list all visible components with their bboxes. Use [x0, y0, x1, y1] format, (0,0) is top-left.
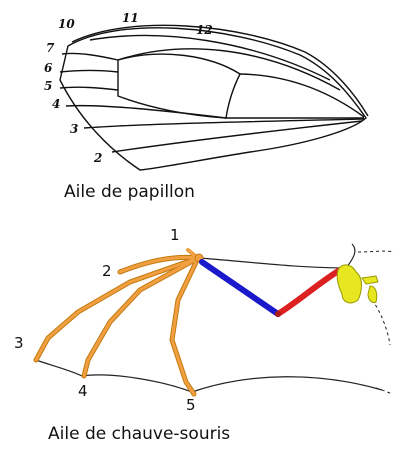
butterfly-vein — [59, 69, 119, 73]
vein-number: 6 — [44, 61, 53, 75]
digit-number: 1 — [170, 226, 180, 244]
digit-number: 5 — [186, 396, 196, 414]
digit-number: 3 — [14, 334, 24, 352]
butterfly-caption: Aile de papillon — [64, 182, 195, 202]
bat-digit-numbers: 1 2 3 4 5 — [14, 226, 196, 414]
bat-finger-4 — [82, 256, 200, 378]
bat-finger-2 — [118, 255, 200, 274]
bat-membrane-edge — [35, 359, 383, 393]
butterfly-vein — [61, 52, 119, 61]
bat-membrane-top — [199, 243, 356, 269]
butterfly-wing-outline — [59, 27, 367, 171]
vein-number: 3 — [70, 122, 78, 136]
vein-number: 12 — [196, 23, 213, 37]
butterfly-vein — [83, 118, 365, 129]
bat-caption: Aile de chauve-souris — [48, 424, 231, 444]
vein-number: 5 — [44, 79, 52, 93]
bat-shoulder — [336, 264, 379, 304]
bat-elbow — [275, 311, 281, 317]
butterfly-costal-edge — [71, 24, 369, 117]
bat-finger-3 — [34, 256, 200, 362]
butterfly-vein — [239, 73, 365, 118]
butterfly-vein-numbers: 10 11 12 7 6 5 4 3 2 — [44, 11, 213, 165]
bat-fingers — [33, 248, 201, 397]
butterfly-vein — [65, 104, 227, 119]
vein-number: 10 — [58, 17, 75, 31]
digit-number: 4 — [78, 382, 88, 400]
butterfly-vein — [59, 86, 119, 91]
bat-finger-5 — [170, 256, 200, 396]
bat-body-contour — [357, 250, 395, 395]
vein-number: 4 — [52, 97, 60, 111]
vein-number: 7 — [46, 41, 55, 55]
butterfly-vein — [111, 120, 363, 153]
butterfly-wing — [59, 24, 369, 171]
bat-radius — [199, 259, 281, 317]
vein-number: 2 — [93, 151, 102, 165]
bat-humerus — [275, 267, 343, 317]
butterfly-vein — [117, 48, 341, 91]
bat-wing — [33, 243, 395, 397]
butterfly-vein — [89, 34, 331, 81]
digit-number: 2 — [102, 262, 112, 280]
vein-number: 11 — [122, 11, 139, 25]
butterfly-cell — [117, 53, 241, 119]
